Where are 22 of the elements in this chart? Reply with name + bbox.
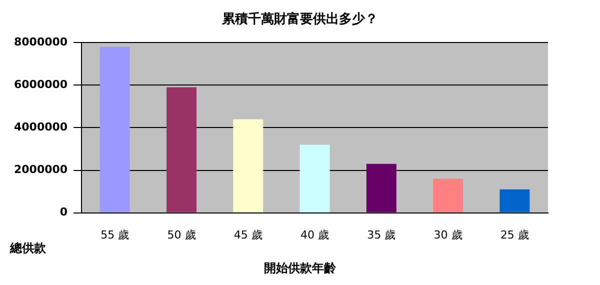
chart-title: 累積千萬財富要供出多少？: [221, 10, 379, 28]
bar: [366, 164, 396, 212]
y-tick-label: 2000000: [14, 163, 68, 176]
y-axis-title: 總供款: [10, 240, 46, 257]
bar: [100, 46, 130, 212]
bar: [233, 119, 264, 212]
x-tick-label: 55 歲: [100, 228, 130, 242]
bar: [500, 189, 530, 212]
y-tick-label: 8000000: [14, 35, 68, 48]
bar: [166, 87, 197, 212]
bar: [433, 178, 464, 212]
y-tick-label: 4000000: [14, 120, 68, 134]
x-tick-label: 50 歲: [167, 228, 196, 242]
x-tick-label: 40 歲: [300, 228, 330, 242]
x-tick-label: 30 歲: [434, 228, 462, 242]
y-tick-label: 0: [60, 206, 68, 219]
x-tick-label: 35 歲: [367, 228, 396, 242]
bar: [300, 144, 330, 212]
x-tick-label: 45 歲: [234, 228, 262, 242]
x-tick-label: 25 歲: [500, 228, 529, 242]
x-axis-title: 開始供款年齡: [263, 260, 337, 277]
y-tick-label: 6000000: [14, 78, 68, 92]
